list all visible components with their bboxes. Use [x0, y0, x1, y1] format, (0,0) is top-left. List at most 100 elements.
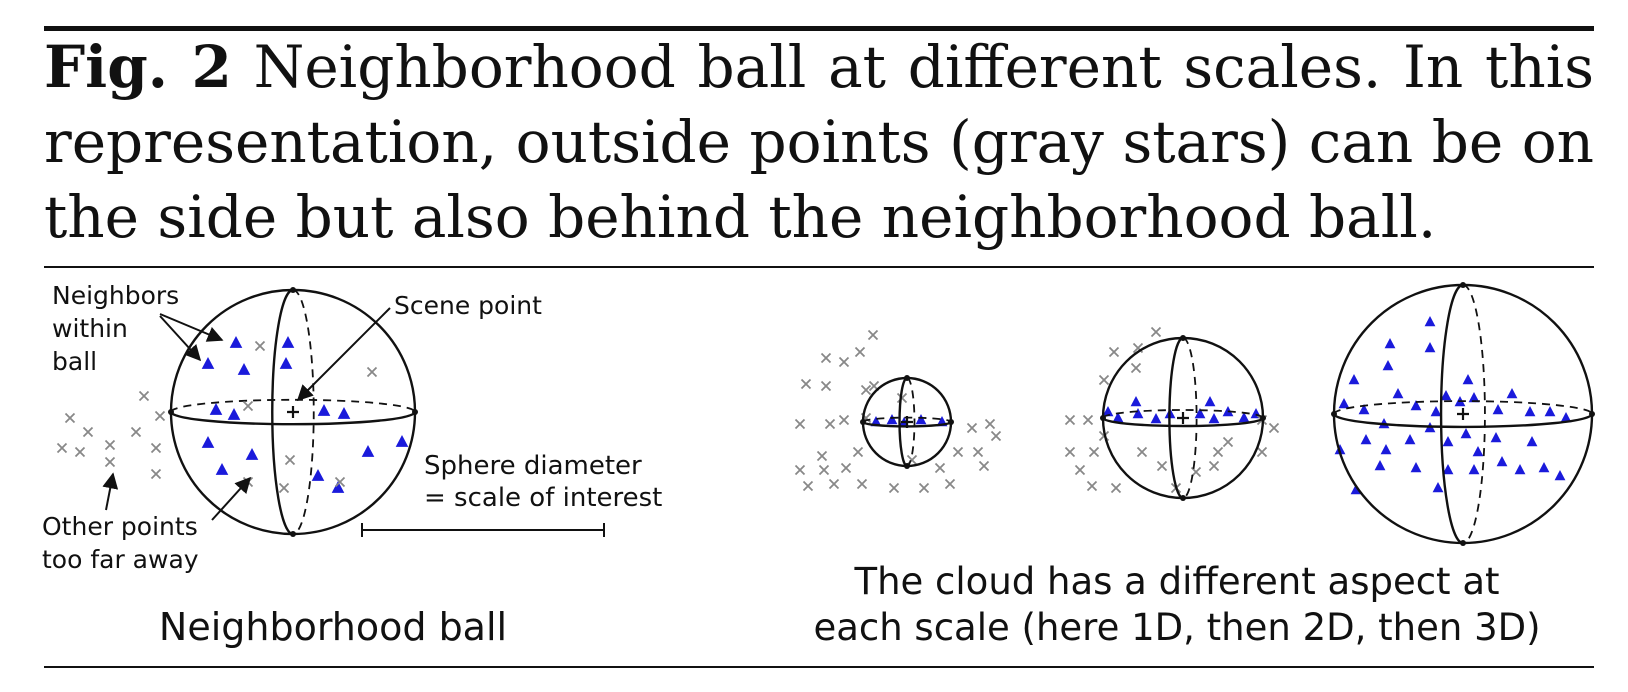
outside-cross-icon	[888, 482, 900, 494]
neighbor-triangle-icon	[1130, 396, 1142, 407]
outside-cross-icon	[918, 482, 930, 494]
neighbor-triangle-icon	[1432, 482, 1444, 493]
scale2-ball-pole-dot	[1180, 495, 1186, 501]
outside-cross-icon	[1136, 446, 1148, 458]
bottom-rule	[44, 666, 1594, 668]
neighbor-triangle-icon	[1538, 462, 1550, 473]
scene-point-arrow	[296, 307, 391, 402]
neighbor-triangle-icon	[317, 404, 331, 416]
scale2-ball-meridian-back	[1182, 337, 1198, 499]
neighbor-triangle-icon	[1490, 432, 1502, 443]
left-ball-pole-dot	[168, 409, 174, 415]
outside-cross-icon	[1086, 480, 1098, 492]
other-points-arrow-1	[102, 472, 119, 511]
neighbor-triangle-icon	[1442, 436, 1454, 447]
outside-cross-icon	[254, 340, 266, 352]
label-neighbors-line3: ball	[52, 347, 97, 376]
outside-cross-icon	[82, 426, 94, 438]
outside-cross-icon	[1222, 436, 1234, 448]
other-points-arrow-2	[211, 476, 252, 521]
neighbor-triangle-icon	[311, 469, 325, 481]
outside-cross-icon	[154, 410, 166, 422]
neighbor-triangle-icon	[1544, 406, 1556, 417]
neighbor-triangle-icon	[1424, 342, 1436, 353]
top-rule	[44, 26, 1594, 31]
outside-cross-icon	[840, 462, 852, 474]
scale3-ball-pole-dot	[1460, 282, 1466, 288]
neighbor-triangle-icon	[1360, 434, 1372, 445]
neighbor-triangle-icon	[1424, 316, 1436, 327]
scale2-ball-pole-dot	[1260, 415, 1266, 421]
outside-cross-icon	[64, 412, 76, 424]
scale3-ball-meridian-back	[1462, 284, 1486, 544]
outside-cross-icon	[1130, 362, 1142, 374]
scale1-ball-meridian-back	[906, 377, 916, 467]
neighbor-triangle-icon	[886, 414, 898, 425]
neighbor-triangle-icon	[1440, 390, 1452, 401]
left-ball-pole-dot	[412, 409, 418, 415]
outside-cross-icon	[802, 480, 814, 492]
figure-caption: Fig. 2 Neighborhood ball at different sc…	[44, 30, 1594, 255]
scale2-ball-center-plus-icon	[1177, 412, 1189, 424]
scale3-ball-pole-dot	[1331, 411, 1337, 417]
outside-cross-icon	[984, 418, 996, 430]
outside-cross-icon	[966, 422, 978, 434]
scale1-ball-center-plus-icon	[901, 416, 913, 428]
label-neighbors-line1: Neighbors	[52, 281, 179, 310]
outside-cross-icon	[104, 439, 116, 451]
scale3-ball-equator-back	[1333, 400, 1593, 415]
scale2-ball-equator-front	[1101, 417, 1265, 428]
neighbor-triangle-icon	[201, 357, 215, 369]
left-ball-equator-front	[169, 411, 417, 426]
neighbor-triangle-icon	[245, 448, 259, 460]
neighbor-triangle-icon	[1204, 396, 1216, 407]
outside-cross-icon	[794, 418, 806, 430]
outside-cross-icon	[1256, 446, 1268, 458]
neighbor-triangle-icon	[1358, 404, 1370, 415]
neighbor-triangle-icon	[1560, 412, 1572, 423]
outside-cross-icon	[820, 380, 832, 392]
neighbor-triangle-icon	[1150, 413, 1162, 424]
outside-cross-icon	[1098, 374, 1110, 386]
neighbor-triangle-icon	[1462, 374, 1474, 385]
neighbor-triangle-icon	[215, 463, 229, 475]
scale3-ball-pole-dot	[1589, 411, 1595, 417]
neighbor-triangle-icon	[915, 414, 927, 425]
neighbor-triangle-icon	[1208, 413, 1220, 424]
neighbor-triangle-icon	[1496, 456, 1508, 467]
outside-cross-icon	[1082, 414, 1094, 426]
outside-cross-icon	[278, 482, 290, 494]
neighbor-triangle-icon	[1392, 388, 1404, 399]
neighbors-arrow-2	[159, 315, 202, 362]
outside-cross-icon	[818, 464, 830, 476]
neighbor-triangle-icon	[1384, 338, 1396, 349]
outside-cross-icon	[934, 462, 946, 474]
scale1-ball-pole-dot	[904, 463, 910, 469]
neighbor-triangle-icon	[1410, 462, 1422, 473]
outside-cross-icon	[990, 430, 1002, 442]
left-ball-equator-back	[170, 398, 416, 413]
neighborhood-ball-sphere	[168, 287, 418, 537]
outside-cross-icon	[854, 346, 866, 358]
outside-cross-icon	[130, 426, 142, 438]
neighbor-triangle-icon	[331, 481, 345, 493]
outside-cross-icon	[860, 384, 872, 396]
label-diameter-line1: Sphere diameter	[424, 451, 642, 481]
outside-cross-icon	[972, 446, 984, 458]
neighbor-triangle-icon	[227, 408, 241, 420]
outside-cross-icon	[867, 329, 879, 341]
neighbor-triangle-icon	[1102, 406, 1114, 417]
left-ball-meridian-back	[292, 289, 315, 535]
neighbor-triangle-icon	[1514, 464, 1526, 475]
neighbor-triangle-icon	[1472, 446, 1484, 457]
label-other-points-line1: Other points	[42, 512, 198, 541]
figure-label: Fig. 2	[44, 33, 232, 101]
neighbor-triangle-icon	[1238, 412, 1250, 423]
scale1-ball-pole-dot	[948, 419, 954, 425]
outside-cross-icon	[1088, 446, 1100, 458]
outside-cross-icon	[1212, 446, 1224, 458]
outside-cross-icon	[242, 400, 254, 412]
neighbor-triangle-icon	[1554, 470, 1566, 481]
neighbor-triangle-icon	[1430, 406, 1442, 417]
